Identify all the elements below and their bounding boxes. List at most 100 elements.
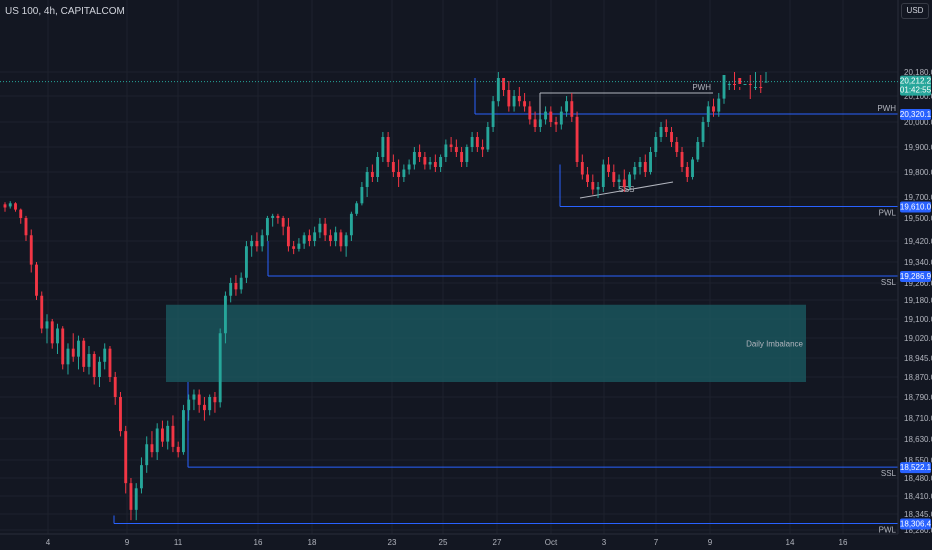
candle-body xyxy=(3,204,7,208)
annotation-label: PWH xyxy=(692,83,711,92)
candle-body xyxy=(664,127,668,132)
candle-body xyxy=(187,399,191,411)
candle-body xyxy=(40,295,44,329)
candle-body xyxy=(533,119,537,127)
x-tick-label: 3 xyxy=(602,538,607,547)
candle-body xyxy=(607,164,610,172)
candle-body xyxy=(202,404,206,411)
candle-body xyxy=(302,235,306,244)
candle-body xyxy=(617,179,621,182)
y-tick-label: 19,800.0 xyxy=(904,168,932,177)
candle-body xyxy=(98,361,101,377)
candle-body xyxy=(218,333,222,403)
candle-body xyxy=(281,218,285,227)
candle-body xyxy=(208,397,212,411)
candle-body xyxy=(496,78,500,102)
candle-body xyxy=(61,328,65,365)
candle-body xyxy=(733,84,736,85)
candle-body xyxy=(622,179,626,187)
x-tick-label: 23 xyxy=(388,538,397,547)
candle-body xyxy=(297,243,301,249)
time-axis[interactable]: 4 9 11 16 18 23 25 27 Oct 3 7 9 14 16 xyxy=(46,538,848,547)
candle-body xyxy=(276,215,280,218)
candle-body xyxy=(355,203,359,214)
candle-body xyxy=(376,157,380,177)
candle-body xyxy=(517,96,521,102)
y-tick-label: 19,900.0 xyxy=(904,143,932,152)
grid xyxy=(0,0,898,534)
y-tick-label: 19,100.0 xyxy=(904,315,932,324)
candle-body xyxy=(370,172,374,177)
level-label: PWL xyxy=(879,208,897,217)
x-tick-label: 7 xyxy=(654,538,659,547)
y-tick-label: 18,345.0 xyxy=(904,510,932,519)
y-tick-label: 18,630.0 xyxy=(904,435,932,444)
currency-button[interactable]: USD xyxy=(901,3,929,19)
candle-body xyxy=(82,340,86,367)
candle-body xyxy=(565,101,569,112)
candle-body xyxy=(150,444,154,453)
candle-body xyxy=(360,187,364,204)
candle-body xyxy=(77,340,80,357)
candle-body xyxy=(155,428,159,453)
y-tick-label: 20,100.0 xyxy=(904,92,932,101)
candle-body xyxy=(381,137,385,157)
candle-body xyxy=(659,127,663,137)
y-tick-label: 19,500.0 xyxy=(904,214,932,223)
candle-body xyxy=(124,431,128,484)
candle-body xyxy=(176,446,180,453)
candle-body xyxy=(35,264,38,296)
candle-body xyxy=(171,425,175,447)
candle-body xyxy=(250,241,254,247)
level-price-tag xyxy=(900,462,931,474)
candle-body xyxy=(754,87,757,88)
candle-body xyxy=(349,213,353,236)
x-tick-label: 14 xyxy=(786,538,795,547)
candle-body xyxy=(50,321,54,344)
x-tick-label: 18 xyxy=(308,538,317,547)
candle-body xyxy=(486,127,490,150)
x-tick-label: 25 xyxy=(439,538,448,547)
level-label: SSL xyxy=(881,469,897,478)
zone-label: Daily Imbalance xyxy=(746,339,803,348)
candle-body xyxy=(29,235,33,265)
candle-body xyxy=(412,152,416,165)
candle-body xyxy=(339,232,343,247)
candle-body xyxy=(612,172,616,182)
y-tick-label: 19,420.0 xyxy=(904,237,932,246)
candle-body xyxy=(87,354,91,367)
level-label: PWL xyxy=(879,526,897,535)
level-lines: PWH PWL SSL SSL PWL xyxy=(113,78,898,535)
candle-body xyxy=(56,328,59,344)
candle-body xyxy=(92,354,96,377)
candle-body xyxy=(103,348,107,362)
y-tick-label: 18,280.0 xyxy=(904,526,932,535)
level-price-tag-text: 20,320.1 xyxy=(900,110,932,119)
candle-body xyxy=(554,122,558,125)
level-price-tag-text: 19,610.0 xyxy=(900,202,932,211)
candle-body xyxy=(691,159,694,177)
candle-body xyxy=(119,397,122,432)
x-tick-label: 11 xyxy=(174,538,183,547)
candles xyxy=(3,72,768,521)
candle-body xyxy=(475,137,479,147)
candle-body xyxy=(255,241,259,247)
candle-body xyxy=(113,377,117,397)
candle-body xyxy=(344,235,348,247)
candle-body xyxy=(523,101,527,107)
y-tick-label: 20,180.0 xyxy=(904,68,932,77)
candle-body xyxy=(638,162,642,167)
y-tick-label: 19,340.0 xyxy=(904,258,932,267)
candle-body xyxy=(460,152,464,162)
candle-body xyxy=(601,164,605,187)
candle-body xyxy=(685,167,689,177)
candle-body xyxy=(313,232,317,241)
candle-body xyxy=(549,111,553,122)
price-axis[interactable]: 20,180.0 20,100.0 20,000.0 19,900.0 19,800.0… xyxy=(904,68,932,535)
y-tick-label: 18,550.0 xyxy=(904,456,932,465)
candle-body xyxy=(544,111,548,120)
candle-body xyxy=(481,147,485,150)
candle-body xyxy=(260,235,264,247)
